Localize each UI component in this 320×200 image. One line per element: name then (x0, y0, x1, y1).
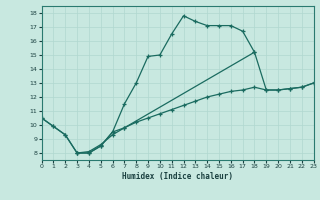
X-axis label: Humidex (Indice chaleur): Humidex (Indice chaleur) (122, 172, 233, 181)
